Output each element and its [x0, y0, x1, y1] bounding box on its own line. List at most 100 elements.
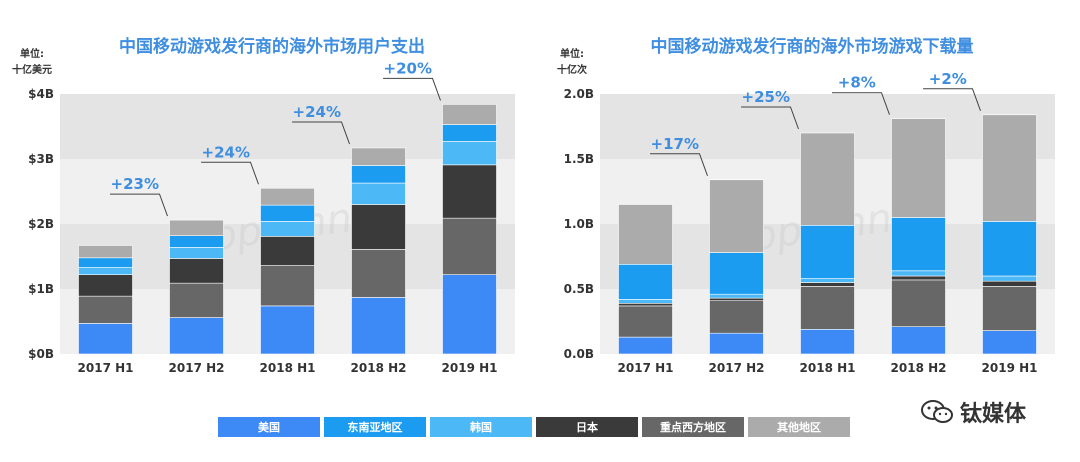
- bar-segment-2017-h2: [709, 179, 764, 253]
- legend: 美国 东南亚地区 韩国 日本 重点西方地区 其他地区: [218, 417, 850, 437]
- bar-segment-2018-h2: [891, 275, 946, 281]
- bar-segment-2017-h1: [618, 263, 673, 300]
- growth-label: +25%: [742, 88, 790, 106]
- growth-label: +24%: [293, 103, 341, 121]
- bar-segment-2018-h2: [891, 270, 946, 277]
- y-tick-label: 0.5B: [564, 282, 594, 296]
- bar-segment-2018-h2: [891, 279, 946, 327]
- legend-item: 重点西方地区: [642, 417, 744, 437]
- wechat-icon: [921, 400, 953, 423]
- brand-name: 钛媒体: [960, 402, 1027, 427]
- bar-segment-2019-h1: [982, 280, 1037, 287]
- bar-segment-2017-h1: [618, 299, 673, 304]
- growth-label: +8%: [838, 74, 876, 92]
- bar-segment-2018-h2: [351, 249, 406, 298]
- bar-segment-2017-h1: [618, 336, 673, 355]
- legend-item: 日本: [536, 417, 638, 437]
- growth-leader-line: [110, 193, 168, 217]
- bar-segment-2018-h2: [891, 118, 946, 218]
- bar-segment-2017-h2: [169, 317, 224, 355]
- bar-segment-2018-h2: [351, 147, 406, 166]
- bar-segment-2018-h2: [891, 217, 946, 272]
- chart-title: 中国移动游戏发行商的海外市场游戏下载量: [651, 36, 974, 57]
- bar-segment-2018-h1: [800, 328, 855, 355]
- growth-leader-line: [201, 161, 259, 185]
- y-tick-label: $3B: [28, 152, 54, 166]
- bar-segment-2019-h1: [982, 330, 1037, 355]
- x-category-label: 2018 H2: [351, 361, 407, 375]
- bar-segment-2017-h1: [78, 274, 133, 297]
- y-tick-label: 1.5B: [564, 152, 594, 166]
- growth-leader-line: [650, 153, 708, 176]
- bar-segment-2017-h2: [709, 300, 764, 334]
- y-tick-label: $1B: [28, 282, 54, 296]
- bar-segment-2017-h1: [78, 295, 133, 324]
- bar-segment-2017-h1: [78, 267, 133, 275]
- bar-segment-2017-h2: [709, 297, 764, 302]
- bar-segment-2018-h1: [260, 221, 315, 237]
- growth-leader-line: [292, 121, 350, 145]
- y-tick-label: 2.0B: [564, 87, 594, 101]
- growth-leader-line: [741, 106, 799, 130]
- unit-value: 十亿美元: [12, 63, 52, 76]
- bar-segment-2018-h1: [260, 236, 315, 266]
- y-tick-label: $4B: [28, 87, 54, 101]
- x-category-label: 2017 H1: [618, 361, 674, 375]
- bar-segment-2017-h2: [709, 332, 764, 355]
- legend-item: 美国: [218, 417, 320, 437]
- growth-leader-line: [923, 88, 981, 111]
- bar-segment-2019-h1: [442, 124, 497, 142]
- x-category-label: 2017 H1: [78, 361, 134, 375]
- y-tick-label: 1.0B: [564, 217, 594, 231]
- bar-segment-2018-h1: [800, 286, 855, 330]
- bar-segment-2017-h1: [78, 257, 133, 268]
- growth-leader-line: [383, 77, 441, 101]
- bar-segment-2019-h1: [442, 141, 497, 166]
- bar-segment-2018-h1: [260, 265, 315, 307]
- bar-segment-2018-h1: [800, 132, 855, 226]
- growth-label: +2%: [929, 70, 967, 88]
- bar-segment-2018-h1: [800, 278, 855, 283]
- chart-title: 中国移动游戏发行商的海外市场用户支出: [119, 36, 425, 57]
- unit-value: 十亿次: [557, 63, 587, 76]
- unit-label: 单位:: [20, 47, 44, 60]
- bar-segment-2018-h1: [260, 305, 315, 355]
- legend-item: 东南亚地区: [324, 417, 426, 437]
- bar-segment-2017-h2: [169, 247, 224, 259]
- bar-segment-2019-h1: [442, 164, 497, 219]
- bar-segment-2017-h2: [709, 252, 764, 295]
- bar-segment-2019-h1: [982, 114, 1037, 222]
- bar-segment-2017-h1: [78, 323, 133, 355]
- legend-item: 其他地区: [748, 417, 850, 437]
- bar-segment-2018-h2: [351, 182, 406, 205]
- bar-segment-2017-h2: [169, 219, 224, 237]
- bar-segment-2019-h1: [982, 286, 1037, 331]
- y-tick-label: $0B: [28, 347, 54, 361]
- bar-segment-2019-h1: [442, 217, 497, 275]
- x-category-label: 2018 H1: [800, 361, 856, 375]
- growth-label: +23%: [111, 175, 159, 193]
- growth-label: +20%: [384, 59, 432, 77]
- bar-segment-2019-h1: [442, 104, 497, 125]
- bar-segment-2017-h1: [618, 204, 673, 265]
- bar-segment-2018-h2: [351, 204, 406, 250]
- x-category-label: 2018 H1: [260, 361, 316, 375]
- bar-segment-2019-h1: [982, 275, 1037, 282]
- bar-segment-2018-h1: [260, 204, 315, 222]
- bar-segment-2017-h2: [709, 293, 764, 299]
- plot-band: [60, 94, 515, 159]
- legend-item: 韩国: [430, 417, 532, 437]
- y-tick-label: 0.0B: [564, 347, 594, 361]
- bar-segment-2017-h2: [169, 258, 224, 284]
- x-category-label: 2018 H2: [891, 361, 947, 375]
- bar-segment-2018-h2: [351, 297, 406, 355]
- x-category-label: 2017 H2: [709, 361, 765, 375]
- brand-logo: 钛媒体: [920, 396, 1026, 428]
- bar-segment-2018-h1: [800, 225, 855, 279]
- x-category-label: 2019 H1: [982, 361, 1038, 375]
- x-category-label: 2017 H2: [169, 361, 225, 375]
- growth-label: +17%: [651, 135, 699, 153]
- x-category-label: 2019 H1: [442, 361, 498, 375]
- bar-segment-2017-h1: [618, 302, 673, 307]
